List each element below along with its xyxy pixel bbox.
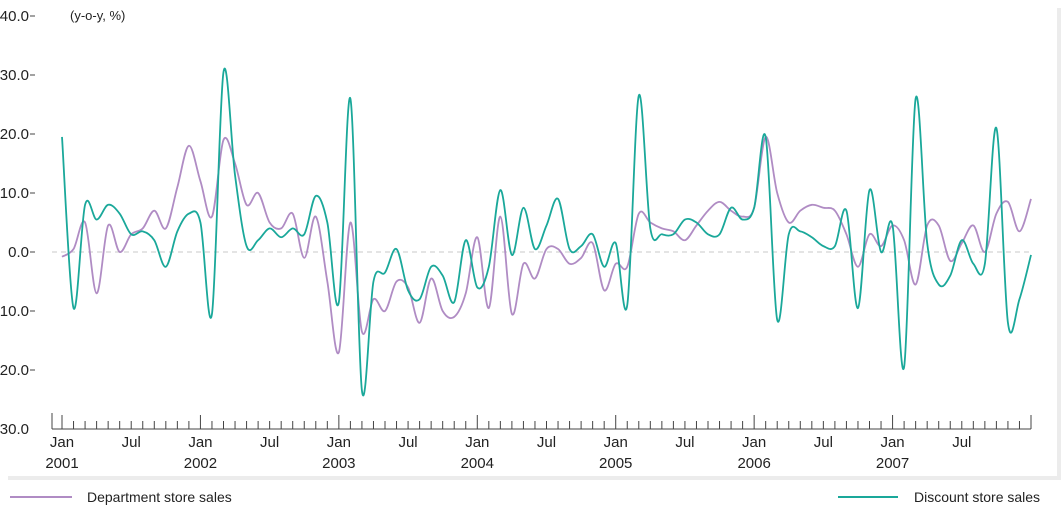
chart-frame-shadow xyxy=(8,8,1061,480)
y-tick-label: 10.0 xyxy=(0,185,29,202)
x-tick-label: Jul xyxy=(260,434,279,451)
legend: Department store sales Discount store sa… xyxy=(10,489,1040,505)
x-tick-label: Jan xyxy=(742,434,766,451)
x-tick-label: Jul xyxy=(952,434,971,451)
series-line-department-store-sales xyxy=(61,136,1032,355)
x-tick-label: Jul xyxy=(122,434,141,451)
y-tick-label: -10.0 xyxy=(0,303,29,320)
x-tick-year-label: 2004 xyxy=(461,455,494,472)
legend-label-department: Department store sales xyxy=(87,489,232,505)
x-axis: Jan 2001 Jul Jan 2002 Jul Jan 2003 Jul Jan 2004 Jul… xyxy=(45,413,1032,472)
x-tick-year-label: 2002 xyxy=(184,455,217,472)
y-tick-label: 30.0 xyxy=(0,67,29,84)
y-tick-label: 20.0 xyxy=(0,126,29,143)
x-tick-label: Jan xyxy=(188,434,212,451)
y-unit-label: (y-o-y, %) xyxy=(70,8,125,23)
y-tick-label: -20.0 xyxy=(0,362,29,379)
legend-label-discount: Discount store sales xyxy=(914,489,1040,505)
x-tick-year-label: 2001 xyxy=(45,455,78,472)
x-tick-label: Jan xyxy=(465,434,489,451)
series-line-discount-store-sales xyxy=(61,67,1032,397)
y-axis: 40.0 30.0 20.0 10.0 0.0 -10.0 -20.0 -30.0 xyxy=(0,8,35,438)
x-tick-year-label: 2006 xyxy=(737,455,770,472)
x-tick-label: Jul xyxy=(537,434,556,451)
x-tick-label: Jan xyxy=(604,434,628,451)
x-tick-label: Jul xyxy=(814,434,833,451)
x-tick-year-label: 2003 xyxy=(322,455,355,472)
series-layer xyxy=(61,67,1032,397)
x-tick-label: Jan xyxy=(50,434,74,451)
y-tick-label: 0.0 xyxy=(8,244,29,261)
y-tick-label: 40.0 xyxy=(0,8,29,25)
x-tick-year-label: 2005 xyxy=(599,455,632,472)
x-tick-year-label: 2007 xyxy=(876,455,909,472)
x-tick-label: Jan xyxy=(880,434,904,451)
y-tick-label: -30.0 xyxy=(0,421,29,438)
x-tick-label: Jul xyxy=(675,434,694,451)
x-tick-label: Jul xyxy=(398,434,417,451)
x-tick-label: Jan xyxy=(327,434,351,451)
